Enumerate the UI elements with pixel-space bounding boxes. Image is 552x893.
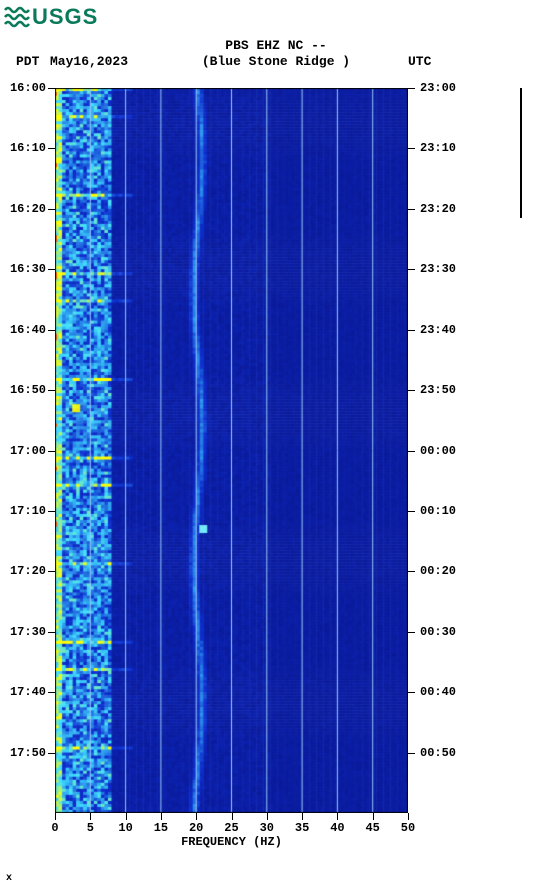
y-tick-right [408,451,415,452]
y-label-left: 17:40 [0,685,46,699]
y-label-left: 16:30 [0,262,46,276]
date-label: May16,2023 [50,54,128,69]
y-tick-left [48,451,55,452]
y-tick-right [408,390,415,391]
y-tick-right [408,269,415,270]
y-label-right: 00:40 [420,685,470,699]
x-tick [232,813,233,820]
y-label-left: 16:40 [0,323,46,337]
y-tick-left [48,209,55,210]
x-tick [90,813,91,820]
y-tick-left [48,148,55,149]
y-label-right: 23:00 [420,81,470,95]
x-label: 5 [78,821,102,835]
y-tick-right [408,209,415,210]
y-label-right: 00:50 [420,746,470,760]
y-label-left: 17:50 [0,746,46,760]
x-tick [267,813,268,820]
y-tick-left [48,571,55,572]
x-label: 50 [396,821,420,835]
x-tick [55,813,56,820]
y-tick-right [408,148,415,149]
y-tick-left [48,692,55,693]
y-tick-right [408,753,415,754]
y-tick-left [48,753,55,754]
x-label: 10 [114,821,138,835]
footer-mark: x [6,873,12,884]
y-label-right: 00:30 [420,625,470,639]
y-label-right: 23:30 [420,262,470,276]
x-label: 20 [184,821,208,835]
y-tick-right [408,330,415,331]
y-label-right: 23:40 [420,323,470,337]
y-label-left: 17:30 [0,625,46,639]
x-tick [373,813,374,820]
x-tick [337,813,338,820]
y-tick-left [48,269,55,270]
y-label-right: 23:10 [420,141,470,155]
y-tick-left [48,511,55,512]
y-tick-left [48,390,55,391]
x-label: 40 [325,821,349,835]
spectrogram-plot [55,88,408,813]
y-label-left: 16:00 [0,81,46,95]
x-axis-title: FREQUENCY (HZ) [55,835,408,849]
y-label-left: 16:10 [0,141,46,155]
x-tick [161,813,162,820]
y-tick-left [48,88,55,89]
y-tick-right [408,632,415,633]
usgs-logo-text: USGS [32,4,98,30]
usgs-logo: USGS [4,4,98,30]
y-tick-right [408,511,415,512]
x-label: 35 [290,821,314,835]
y-label-left: 17:10 [0,504,46,518]
station-code: PBS EHZ NC -- [0,38,552,53]
y-label-right: 23:20 [420,202,470,216]
x-label: 45 [361,821,385,835]
spectrogram-canvas [55,88,408,813]
page-root: USGS PBS EHZ NC -- (Blue Stone Ridge ) P… [0,0,552,893]
x-label: 15 [149,821,173,835]
tz-left-label: PDT [16,54,39,69]
y-label-left: 17:00 [0,444,46,458]
y-label-left: 16:50 [0,383,46,397]
x-tick [302,813,303,820]
colorbar-stub [520,88,522,218]
y-label-left: 17:20 [0,564,46,578]
y-tick-left [48,632,55,633]
x-label: 0 [43,821,67,835]
y-tick-left [48,330,55,331]
y-label-right: 00:20 [420,564,470,578]
x-tick [126,813,127,820]
x-tick [408,813,409,820]
y-tick-right [408,88,415,89]
x-label: 25 [220,821,244,835]
y-label-left: 16:20 [0,202,46,216]
usgs-wave-icon [4,6,30,28]
y-label-right: 23:50 [420,383,470,397]
x-tick [196,813,197,820]
y-tick-right [408,571,415,572]
tz-right-label: UTC [408,54,431,69]
x-label: 30 [255,821,279,835]
y-label-right: 00:00 [420,444,470,458]
y-tick-right [408,692,415,693]
y-label-right: 00:10 [420,504,470,518]
